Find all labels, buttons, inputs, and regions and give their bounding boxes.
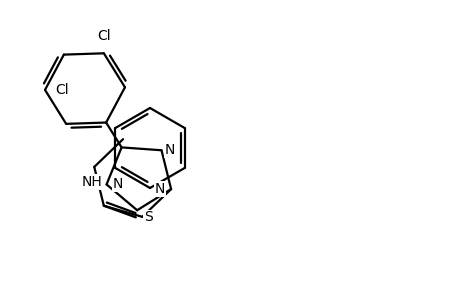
Text: N: N <box>164 143 174 157</box>
Text: NH: NH <box>82 175 102 189</box>
Text: S: S <box>144 210 152 224</box>
Text: Cl: Cl <box>55 83 68 97</box>
Text: N: N <box>154 182 165 196</box>
Text: N: N <box>112 178 123 191</box>
Text: Cl: Cl <box>97 29 111 43</box>
